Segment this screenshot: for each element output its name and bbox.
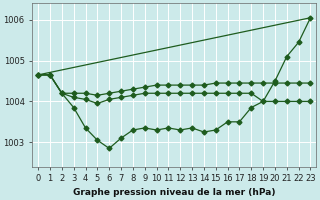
X-axis label: Graphe pression niveau de la mer (hPa): Graphe pression niveau de la mer (hPa) bbox=[73, 188, 276, 197]
